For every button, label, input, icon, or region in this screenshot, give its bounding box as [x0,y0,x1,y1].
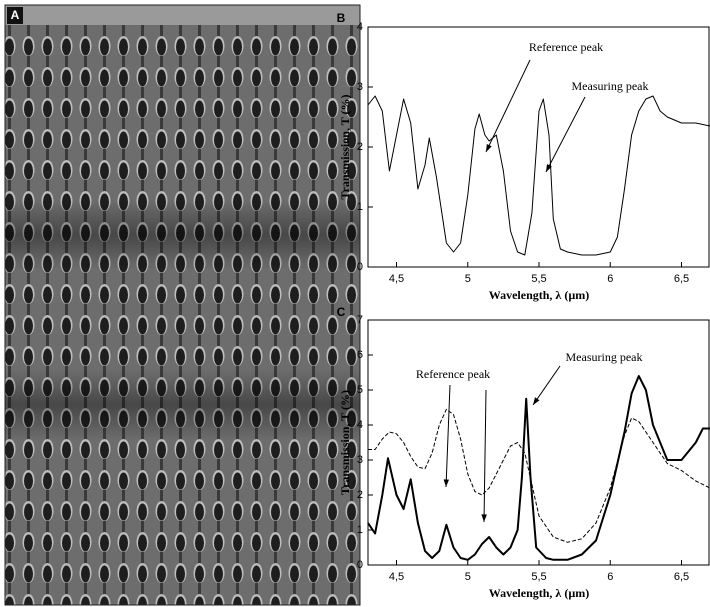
x-axis-title: Wavelength, λ (µm) [489,586,589,600]
plot-frame [367,26,710,268]
arrow-line [485,59,531,153]
y-axis-title: Transmission, T (%) [338,94,352,199]
y-tick-label: 0 [357,559,363,571]
annotation: Reference peak [416,367,490,381]
x-tick-label: 5 [465,273,471,285]
arrow-head [546,164,552,172]
y-tick-label: 3 [357,81,363,93]
annotation: Measuring peak [572,79,649,93]
arrow-line [545,96,586,173]
x-tick-label: 5 [465,571,471,583]
x-tick-label: 6,5 [674,571,689,583]
x-tick-label: 5,5 [531,273,546,285]
arrow-head [533,397,540,405]
y-tick-label: 6 [357,349,363,361]
y-tick-label: 1 [357,201,363,213]
arrow-line [483,389,487,523]
x-tick-label: 6 [607,273,613,285]
line-series [367,375,710,561]
y-tick-label: 1 [357,524,363,536]
x-tick-label: 4,5 [389,273,404,285]
y-tick-label: 2 [357,141,363,153]
arrow-line [532,365,561,406]
arrow-line [445,384,451,488]
x-tick-label: 5,5 [531,571,546,583]
x-tick-label: 4,5 [389,571,404,583]
annotation: Reference peak [529,40,603,54]
panel-label: A [11,8,20,22]
y-tick-label: 7 [357,314,363,326]
y-tick-label: 5 [357,384,363,396]
x-tick-label: 6 [607,571,613,583]
x-tick-label: 6,5 [674,273,689,285]
arrow-head [481,514,487,522]
y-tick-label: 0 [357,261,363,273]
annotation: Measuring peak [566,350,643,364]
y-tick-label: 2 [357,489,363,501]
y-tick-label: 4 [357,21,363,33]
x-axis-title: Wavelength, λ (µm) [489,288,589,302]
line-series [367,95,710,256]
y-tick-label: 4 [357,419,363,431]
arrow-head [443,479,449,487]
y-axis-title: Transmission, T (%) [338,390,352,495]
arrow-head [486,144,492,152]
y-tick-label: 3 [357,454,363,466]
label-box [7,7,23,24]
panel-label: B [337,11,346,25]
line-series [368,408,710,543]
panel-label: C [337,305,346,319]
sem-image [4,4,361,606]
